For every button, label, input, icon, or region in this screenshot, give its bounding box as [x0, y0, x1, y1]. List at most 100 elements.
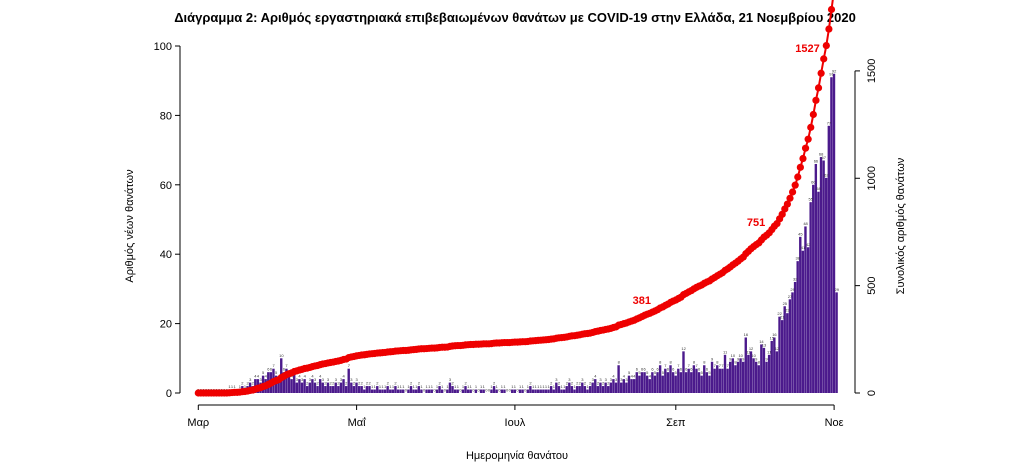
bar-value-label: 8: [618, 360, 621, 365]
bar: [601, 386, 605, 393]
bars-series: [228, 73, 838, 393]
bar: [352, 386, 356, 393]
bar-value-label: 1: [545, 384, 548, 389]
bar-value-label: 1: [553, 384, 556, 389]
bar: [620, 382, 623, 393]
bar-value-label: 1: [457, 384, 460, 389]
bar: [710, 361, 714, 393]
bar: [690, 372, 693, 393]
bar: [469, 389, 472, 393]
bar-value-label: 6: [690, 367, 693, 372]
bar-value-label: 3: [350, 377, 353, 382]
bar-value-label: 1: [371, 384, 374, 389]
bar-value-label: 2: [387, 381, 390, 386]
bar-value-label: 1: [402, 384, 405, 389]
x-axis: Μαρ Μαΐ Ιουλ Σεπ Νοε: [187, 404, 844, 429]
right-tick-label: 1500: [866, 59, 878, 83]
bar: [461, 389, 465, 393]
bar: [324, 386, 327, 393]
bar-value-label: 5: [701, 370, 704, 375]
bar: [827, 125, 831, 393]
bar: [825, 177, 828, 393]
bar: [835, 292, 838, 393]
cumulative-series: [194, 0, 836, 397]
bar: [651, 372, 654, 393]
bar: [451, 386, 454, 393]
bar-value-label: 4: [612, 374, 615, 379]
x-tick-label: Σεπ: [666, 417, 686, 429]
bar-value-label: 10: [731, 353, 736, 358]
bar: [739, 358, 742, 393]
cumulative-point: [807, 123, 815, 131]
bar-value-label: 29: [790, 287, 795, 292]
bar-value-label: 6: [672, 367, 675, 372]
bar-value-label: 7: [688, 363, 691, 368]
bar: [809, 202, 812, 393]
bar: [695, 368, 698, 393]
bar: [607, 386, 610, 393]
bar-value-label: 1: [231, 384, 234, 389]
bar: [575, 386, 579, 393]
bar: [780, 320, 784, 393]
bar: [630, 379, 633, 393]
bar: [363, 389, 366, 393]
bar-value-label: 6: [706, 367, 709, 372]
bar: [679, 372, 683, 393]
bar-value-label: 5: [275, 370, 278, 375]
bar: [350, 382, 353, 393]
bar: [285, 368, 288, 393]
bar: [355, 382, 358, 393]
bar-value-label: 2: [464, 381, 467, 386]
bar-value-label: 12: [775, 346, 780, 351]
bar: [425, 389, 428, 393]
bar: [775, 351, 779, 393]
bar-value-label: 2: [376, 381, 379, 386]
bar: [513, 389, 517, 393]
bar: [812, 184, 815, 393]
bar-value-label: 66: [814, 158, 819, 163]
bar: [671, 372, 675, 393]
bar-value-label: 1: [426, 384, 429, 389]
bar: [562, 389, 566, 393]
bar-value-label: 32: [793, 276, 798, 281]
cumulative-line: [198, 0, 834, 394]
bar-value-label: 1: [548, 384, 551, 389]
bar-value-label: 3: [296, 377, 299, 382]
bar-value-label: 5: [654, 370, 657, 375]
bar: [627, 375, 631, 393]
bar-value-label: 7: [714, 363, 717, 368]
bar: [464, 386, 467, 393]
bar-value-label: 2: [493, 381, 496, 386]
bar: [708, 375, 711, 393]
x-tick-label: Μαΐ: [348, 417, 367, 429]
bar-value-label: 6: [644, 367, 647, 372]
bar: [430, 389, 433, 393]
bar-value-label: 7: [677, 363, 680, 368]
bar: [396, 389, 400, 393]
bar: [658, 365, 662, 393]
bar-value-label: 48: [803, 221, 808, 226]
cumulative-point: [820, 55, 828, 63]
bar-value-label: 2: [330, 381, 333, 386]
bar: [648, 379, 651, 393]
left-tick-label: 40: [160, 249, 172, 261]
bar-value-label: 1: [400, 384, 403, 389]
bar: [417, 386, 420, 393]
bar-value-label: 8: [693, 360, 696, 365]
bar: [638, 375, 641, 393]
bar-value-label: 55: [809, 197, 814, 202]
bar-value-label: 9: [742, 356, 745, 361]
bar-value-label: 7: [664, 363, 667, 368]
bar: [300, 382, 304, 393]
bar: [594, 379, 597, 393]
bar: [386, 386, 389, 393]
bar-value-label: 8: [703, 360, 706, 365]
bar-value-label: 1: [527, 384, 530, 389]
right-tick-label: 1000: [866, 166, 878, 190]
bar-value-label: 1: [535, 384, 538, 389]
cumulative-point: [796, 163, 804, 171]
cumulative-point: [814, 84, 823, 92]
bar-value-label: 2: [452, 381, 455, 386]
bar-value-label: 1: [503, 384, 506, 389]
